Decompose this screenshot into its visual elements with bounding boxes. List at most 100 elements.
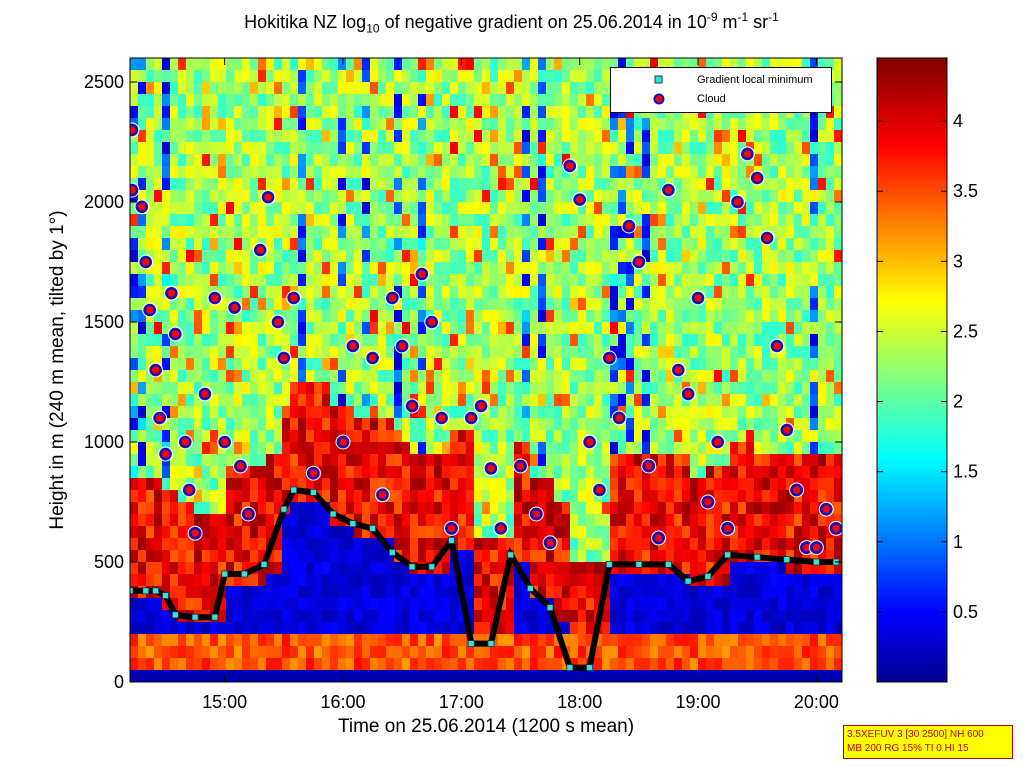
heatmap-cell (730, 658, 739, 671)
heatmap-cell (394, 646, 403, 659)
heatmap-cell (826, 622, 835, 635)
heatmap-cell (146, 646, 155, 659)
heatmap-cell (154, 298, 163, 311)
heatmap-cell (618, 166, 627, 179)
heatmap-cell (314, 202, 323, 215)
heatmap-cell (378, 238, 387, 251)
heatmap-cell (642, 622, 651, 635)
heatmap-cell (802, 478, 811, 491)
heatmap-cell (338, 274, 347, 287)
heatmap-cell (202, 514, 211, 527)
heatmap-cell (626, 646, 635, 659)
heatmap-cell (394, 442, 403, 455)
heatmap-cell (490, 538, 499, 551)
heatmap-cell (210, 190, 219, 203)
heatmap-cell (394, 394, 403, 407)
heatmap-cell (610, 178, 619, 191)
heatmap-cell (402, 142, 411, 155)
heatmap-cell (818, 454, 827, 467)
heatmap-cell (682, 250, 691, 263)
heatmap-cell (386, 406, 395, 419)
heatmap-cell (738, 430, 747, 443)
heatmap-cell (418, 334, 427, 347)
heatmap-cell (834, 550, 842, 563)
heatmap-cell (146, 454, 155, 467)
heatmap-cell (770, 382, 779, 395)
heatmap-cell (450, 490, 459, 503)
heatmap-cell (178, 490, 187, 503)
cloud-point-ring (394, 338, 410, 354)
heatmap-cell (154, 82, 163, 95)
heatmap-cell (610, 466, 619, 479)
minimum-point (211, 613, 219, 621)
heatmap-cell (322, 262, 331, 275)
heatmap-cell (594, 226, 603, 239)
heatmap-cell (450, 478, 459, 491)
heatmap-cell (370, 94, 379, 107)
heatmap-cell (498, 274, 507, 287)
heatmap-cell (738, 406, 747, 419)
heatmap-cell (186, 118, 195, 131)
heatmap-cell (362, 190, 371, 203)
heatmap-cell (186, 562, 195, 575)
heatmap-cell (130, 430, 139, 443)
heatmap-cell (650, 142, 659, 155)
heatmap-cell (562, 610, 571, 623)
heatmap-cell (378, 442, 387, 455)
heatmap-cell (706, 58, 715, 71)
heatmap-cell (570, 382, 579, 395)
heatmap-cell (698, 238, 707, 251)
heatmap-cell (722, 166, 731, 179)
heatmap-cell (786, 550, 795, 563)
heatmap-cell (434, 610, 443, 623)
heatmap-cell (674, 310, 683, 323)
heatmap-cell (258, 670, 267, 682)
heatmap-cell (714, 322, 723, 335)
heatmap-cell (330, 382, 339, 395)
heatmap-cell (242, 382, 251, 395)
heatmap-cell (282, 406, 291, 419)
heatmap-cell (426, 454, 435, 467)
heatmap-cell (194, 346, 203, 359)
heatmap-cell (690, 226, 699, 239)
cloud-point (198, 387, 212, 401)
heatmap-cell (234, 274, 243, 287)
heatmap-cell (482, 94, 491, 107)
heatmap-cell (370, 238, 379, 251)
heatmap-cell (754, 346, 763, 359)
heatmap-cell (834, 178, 842, 191)
heatmap-cell (354, 298, 363, 311)
heatmap-cell (322, 430, 331, 443)
cloud-point-ring (374, 487, 390, 503)
heatmap-cell (530, 334, 539, 347)
heatmap-cell (770, 334, 779, 347)
heatmap-cell (826, 670, 835, 682)
heatmap-cell (834, 370, 842, 383)
heatmap-cell (786, 118, 795, 131)
heatmap-cell (714, 478, 723, 491)
heatmap-cell (418, 178, 427, 191)
heatmap-cell (674, 454, 683, 467)
minimum-point (388, 549, 396, 556)
heatmap-cell (642, 298, 651, 311)
heatmap-cell (722, 238, 731, 251)
heatmap-cell (138, 118, 147, 131)
heatmap-cell (362, 94, 371, 107)
heatmap-cell (282, 58, 291, 71)
heatmap-cell (306, 226, 315, 239)
heatmap-cell (378, 382, 387, 395)
heatmap-cell (690, 142, 699, 155)
heatmap-cell (570, 58, 579, 71)
heatmap-cell (730, 118, 739, 131)
heatmap-cell (458, 238, 467, 251)
heatmap-cell (386, 454, 395, 467)
heatmap-cell (450, 322, 459, 335)
cloud-point (711, 435, 724, 449)
heatmap-cell (290, 262, 299, 275)
heatmap-cell (730, 262, 739, 275)
heatmap-cell (418, 226, 427, 239)
heatmap-cell (306, 658, 315, 671)
heatmap-cell (570, 430, 579, 443)
heatmap-cell (314, 358, 323, 371)
heatmap-cell (410, 526, 419, 539)
